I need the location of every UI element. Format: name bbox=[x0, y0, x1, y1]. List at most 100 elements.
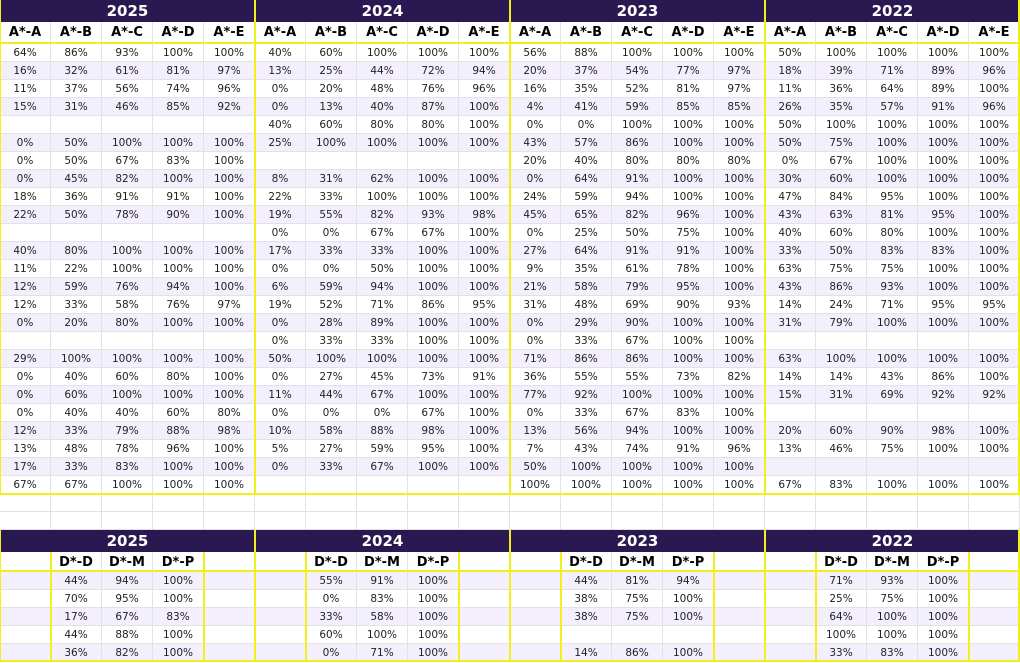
cell bbox=[255, 572, 306, 590]
cell: 0% bbox=[510, 404, 561, 422]
cell: 50% bbox=[255, 350, 306, 368]
cell: 75% bbox=[612, 590, 663, 608]
cell: 100% bbox=[969, 188, 1020, 206]
cell: 61% bbox=[102, 62, 153, 80]
column-header: D*-M bbox=[357, 552, 408, 572]
cell: 33% bbox=[306, 608, 357, 626]
cell: 100% bbox=[408, 242, 459, 260]
cell: 100% bbox=[918, 590, 969, 608]
cell: 91% bbox=[459, 368, 510, 386]
cell: 18% bbox=[765, 62, 816, 80]
column-header: A*-A bbox=[0, 22, 51, 44]
cell: 100% bbox=[969, 134, 1020, 152]
cell: 100% bbox=[663, 44, 714, 62]
cell: 100% bbox=[867, 350, 918, 368]
cell bbox=[969, 332, 1020, 350]
cell: 6% bbox=[255, 278, 306, 296]
cell: 100% bbox=[969, 350, 1020, 368]
cell: 29% bbox=[0, 350, 51, 368]
cell: 37% bbox=[51, 80, 102, 98]
empty-cell bbox=[816, 494, 867, 512]
cell: 75% bbox=[816, 260, 867, 278]
column-header: A*-D bbox=[408, 22, 459, 44]
cell: 92% bbox=[204, 98, 255, 116]
cell: 33% bbox=[357, 242, 408, 260]
cell: 60% bbox=[306, 626, 357, 644]
cell: 47% bbox=[765, 188, 816, 206]
cell bbox=[51, 116, 102, 134]
cell: 100% bbox=[408, 260, 459, 278]
cell: 100% bbox=[204, 386, 255, 404]
cell: 44% bbox=[51, 626, 102, 644]
cell: 75% bbox=[867, 590, 918, 608]
empty-cell bbox=[867, 494, 918, 512]
cell bbox=[153, 224, 204, 242]
cell: 93% bbox=[867, 572, 918, 590]
cell: 89% bbox=[357, 314, 408, 332]
cell: 40% bbox=[357, 98, 408, 116]
cell: 20% bbox=[510, 152, 561, 170]
cell: 96% bbox=[459, 80, 510, 98]
blank-header bbox=[969, 552, 1020, 572]
cell: 100% bbox=[867, 626, 918, 644]
cell: 100% bbox=[918, 608, 969, 626]
cell bbox=[102, 332, 153, 350]
empty-cell bbox=[714, 494, 765, 512]
cell: 0% bbox=[0, 134, 51, 152]
cell: 100% bbox=[153, 44, 204, 62]
cell: 0% bbox=[255, 404, 306, 422]
cell: 100% bbox=[612, 458, 663, 476]
column-header: A*-D bbox=[918, 22, 969, 44]
column-header: A*-B bbox=[816, 22, 867, 44]
cell: 15% bbox=[0, 98, 51, 116]
border bbox=[713, 552, 715, 662]
empty-cell bbox=[561, 512, 612, 530]
cell: 0% bbox=[255, 368, 306, 386]
cell bbox=[0, 590, 51, 608]
column-header: D*-D bbox=[816, 552, 867, 572]
cell: 0% bbox=[510, 314, 561, 332]
cell: 69% bbox=[612, 296, 663, 314]
cell: 100% bbox=[663, 476, 714, 494]
empty-cell bbox=[102, 512, 153, 530]
cell: 100% bbox=[663, 170, 714, 188]
cell: 67% bbox=[408, 224, 459, 242]
cell: 92% bbox=[969, 386, 1020, 404]
cell: 90% bbox=[612, 314, 663, 332]
cell: 64% bbox=[561, 170, 612, 188]
cell: 33% bbox=[51, 458, 102, 476]
cell: 60% bbox=[816, 224, 867, 242]
cell bbox=[357, 476, 408, 494]
cell: 80% bbox=[408, 116, 459, 134]
cell: 100% bbox=[204, 476, 255, 494]
cell: 59% bbox=[357, 440, 408, 458]
cell: 80% bbox=[204, 404, 255, 422]
cell: 100% bbox=[663, 458, 714, 476]
cell: 30% bbox=[765, 170, 816, 188]
cell: 100% bbox=[153, 386, 204, 404]
cell: 35% bbox=[816, 98, 867, 116]
cell: 40% bbox=[765, 224, 816, 242]
cell: 48% bbox=[51, 440, 102, 458]
cell: 33% bbox=[51, 296, 102, 314]
cell: 100% bbox=[612, 44, 663, 62]
blank-header bbox=[714, 552, 765, 572]
cell: 33% bbox=[51, 422, 102, 440]
cell: 55% bbox=[306, 572, 357, 590]
cell: 13% bbox=[0, 440, 51, 458]
cell: 50% bbox=[612, 224, 663, 242]
empty-cell bbox=[612, 494, 663, 512]
cell: 96% bbox=[204, 80, 255, 98]
cell: 100% bbox=[357, 44, 408, 62]
empty-cell bbox=[357, 512, 408, 530]
cell: 0% bbox=[510, 116, 561, 134]
cell: 20% bbox=[51, 314, 102, 332]
empty-cell bbox=[102, 494, 153, 512]
cell bbox=[306, 476, 357, 494]
border bbox=[1018, 0, 1020, 494]
cell bbox=[663, 626, 714, 644]
cell bbox=[459, 608, 510, 626]
cell bbox=[153, 332, 204, 350]
column-header: A*-B bbox=[51, 22, 102, 44]
